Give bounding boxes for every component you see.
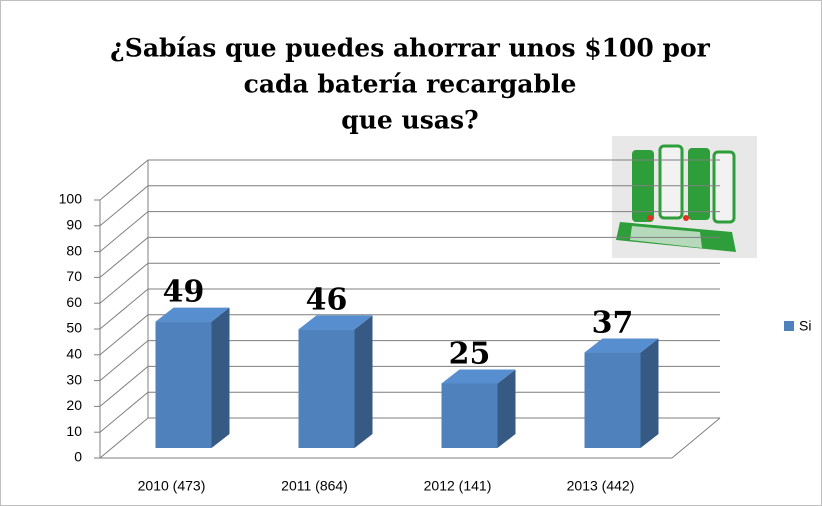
legend-swatch [784,321,794,331]
y-tick-label: 60 [66,294,82,310]
grid-line [99,340,720,381]
grid-line [99,288,720,330]
y-tick-label: 20 [66,397,82,413]
x-tick-label: 2011 (864) [281,478,348,494]
bar-side [640,338,659,448]
bar-top [584,338,659,353]
x-tick-label: 2010 (473) [138,478,206,494]
value-label: 49 [163,275,205,310]
bar [298,329,355,448]
y-tick-label: 70 [66,268,82,284]
grid-line [99,262,720,304]
grid-line [99,391,720,433]
y-tick-label: 30 [66,371,82,387]
grid-line [99,314,720,356]
y-tick-label: 0 [74,449,82,465]
bar [584,352,641,448]
y-tick-label: 50 [66,320,82,336]
y-tick-label: 90 [66,217,82,233]
grid-line [99,365,720,407]
battery-picture [612,136,757,258]
y-tick-label: 100 [59,191,83,207]
value-label: 37 [592,306,634,341]
grid-line [99,211,720,252]
y-tick-label: 40 [66,346,82,362]
x-tick-label: 2012 (141) [424,478,492,494]
grid-line [99,417,720,459]
bar-side [497,369,516,448]
bar [441,383,498,448]
bar [155,321,212,448]
bar-top [155,307,230,322]
bar-side [354,315,373,448]
chart-title: que usas? [341,106,478,135]
bar-top [298,315,373,330]
y-tick-label: 80 [66,242,82,258]
grid-line [99,159,720,201]
grid-line [99,236,720,278]
chart-title: cada batería recargable [244,70,577,99]
floor-edge [100,417,721,459]
legend-label: Si [799,318,811,334]
x-tick-label: 2013 (442) [567,478,635,494]
bar-top [441,369,516,384]
value-label: 46 [306,282,348,317]
value-label: 25 [449,337,491,372]
chart-title: ¿Sabías que puedes ahorrar unos $100 por [110,34,711,63]
bar-side [211,307,230,448]
grid-line [99,185,720,227]
y-tick-label: 10 [66,423,82,439]
